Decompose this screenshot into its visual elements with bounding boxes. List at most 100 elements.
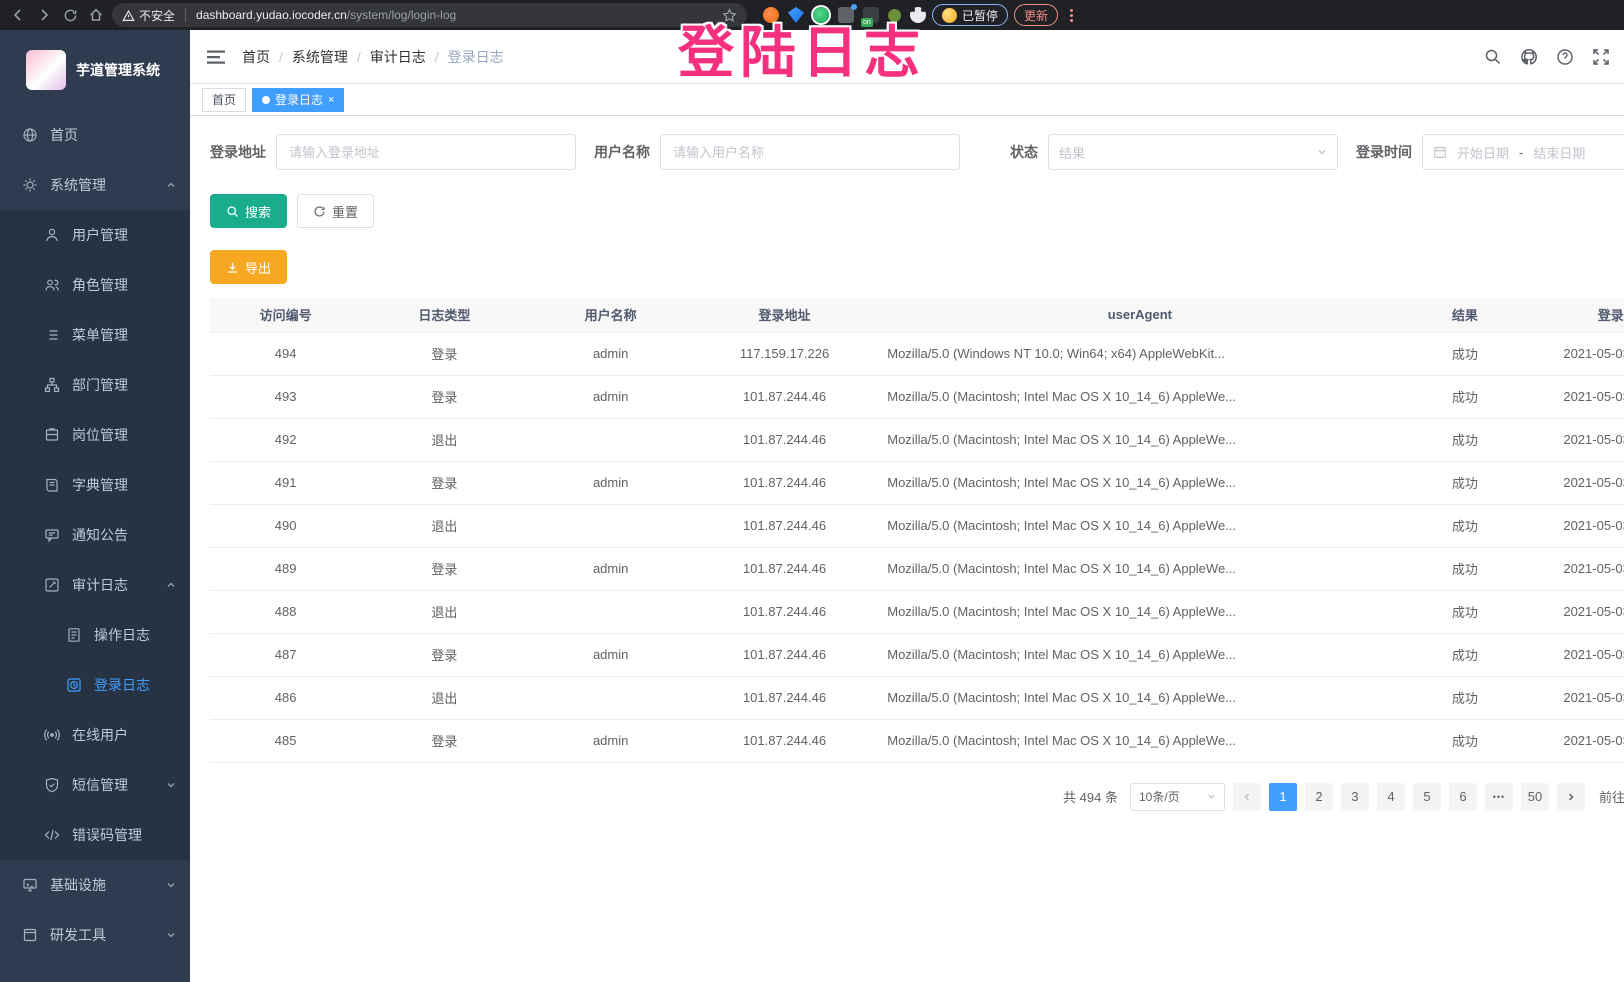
table-row[interactable]: 492 退出 101.87.244.46 Mozilla/5.0 (Macintosh… <box>210 418 1624 462</box>
online-user-icon <box>44 727 60 743</box>
page-button-4[interactable]: 4 <box>1376 782 1405 811</box>
status-select[interactable]: 结果 <box>1048 134 1338 170</box>
export-button[interactable]: 导出 <box>210 250 288 284</box>
fullscreen-icon[interactable] <box>1592 48 1610 66</box>
paused-label: 已暂停 <box>962 8 999 23</box>
sidebar-item-role-mgmt[interactable]: 角色管理 <box>0 260 190 310</box>
sidebar-item-login-log[interactable]: 登录日志 <box>0 660 190 710</box>
total-count: 共 494 条 <box>1063 790 1118 805</box>
table-row[interactable]: 491 登录 admin 101.87.244.46 Mozilla/5.0 (Maci… <box>210 461 1624 505</box>
username-label: 用户名称 <box>594 144 650 160</box>
table-row[interactable]: 486 退出 101.87.244.46 Mozilla/5.0 (Macintosh… <box>210 676 1624 720</box>
extension-list-on-icon[interactable]: on <box>861 7 879 27</box>
browser-home-icon[interactable] <box>86 5 106 25</box>
sidebar-item-dict-mgmt[interactable]: 字典管理 <box>0 460 190 510</box>
login-time-range-picker[interactable]: 开始日期 - 结束日期 <box>1422 134 1624 170</box>
browser-back-icon[interactable] <box>8 5 28 25</box>
sidebar-item-user-mgmt[interactable]: 用户管理 <box>0 210 190 260</box>
sidebar-item-home[interactable]: 首页 <box>0 110 190 160</box>
reset-button[interactable]: 重置 <box>297 194 375 228</box>
browser-menu-icon[interactable] <box>1066 8 1077 22</box>
table-row[interactable]: 485 登录 admin 101.87.244.46 Mozilla/5.0 (Maci… <box>210 719 1624 763</box>
browser-forward-icon[interactable] <box>34 5 54 25</box>
sidebar-item-online-users[interactable]: 在线用户 <box>0 710 190 760</box>
prev-page-button[interactable] <box>1232 782 1261 811</box>
table-row[interactable]: 493 登录 admin 101.87.244.46 Mozilla/5.0 (Maci… <box>210 375 1624 419</box>
tag-home[interactable]: 首页 <box>202 87 247 112</box>
top-navbar: 首页 / 系统管理 / 审计日志 / 登录日志 <box>190 30 1624 84</box>
chevron-left-icon <box>1244 792 1249 801</box>
profile-paused-pill[interactable]: 已暂停 <box>932 4 1009 26</box>
table-row[interactable]: 487 登录 admin 101.87.244.46 Mozilla/5.0 (Maci… <box>210 633 1624 677</box>
table-row[interactable]: 490 退出 101.87.244.46 Mozilla/5.0 (Macintosh… <box>210 504 1624 548</box>
tags-view-bar: 首页 登录日志 × <box>190 84 1624 116</box>
address-bar[interactable]: 不安全 dashboard.yudao.iocoder.cn/system/lo… <box>112 3 747 27</box>
extension-leaf-icon[interactable] <box>888 8 901 22</box>
username-input[interactable] <box>660 134 960 170</box>
breadcrumb-audit-log[interactable]: 审计日志 <box>369 48 426 65</box>
github-icon[interactable] <box>1520 48 1538 66</box>
app-logo-row[interactable]: 芋道管理系统 <box>0 30 190 110</box>
infrastructure-icon <box>22 877 38 893</box>
sidebar-item-sms-mgmt[interactable]: 短信管理 <box>0 760 190 810</box>
browser-reload-icon[interactable] <box>60 5 80 25</box>
table-row[interactable]: 489 登录 admin 101.87.244.46 Mozilla/5.0 (Maci… <box>210 547 1624 591</box>
user-icon <box>44 227 60 243</box>
sidebar-item-operation-log[interactable]: 操作日志 <box>0 610 190 660</box>
sidebar-item-menu-mgmt[interactable]: 菜单管理 <box>0 310 190 360</box>
gear-icon <box>22 177 38 193</box>
page-ellipsis[interactable]: ••• <box>1484 782 1513 811</box>
close-tag-icon[interactable]: × <box>328 93 335 106</box>
page-url[interactable]: dashboard.yudao.iocoder.cn/system/log/lo… <box>196 8 457 22</box>
security-label: 不安全 <box>139 8 176 23</box>
extension-green-circle-icon[interactable] <box>813 7 829 23</box>
login-address-input[interactable] <box>276 134 576 170</box>
pagination: 共 494 条 10条/页 1 2 3 4 5 6 ••• 50 前往 页 <box>210 782 1624 811</box>
page-button-3[interactable]: 3 <box>1340 782 1369 811</box>
extension-grid-icon[interactable] <box>838 4 857 23</box>
sidebar-item-system[interactable]: 系统管理 <box>0 160 190 210</box>
chrome-update-button[interactable]: 更新 <box>1014 4 1059 26</box>
sidebar-item-audit-log[interactable]: 审计日志 <box>0 560 190 610</box>
extension-blue-gem-icon[interactable] <box>788 7 804 23</box>
warning-triangle-icon <box>122 9 135 21</box>
page-button-6[interactable]: 6 <box>1448 782 1477 811</box>
help-icon[interactable] <box>1556 48 1574 66</box>
table-row[interactable]: 488 退出 101.87.244.46 Mozilla/5.0 (Macintosh… <box>210 590 1624 634</box>
select-caret-icon <box>1208 794 1215 799</box>
search-icon <box>227 205 238 217</box>
extensions-puzzle-icon[interactable] <box>910 7 926 23</box>
login-address-label: 登录地址 <box>210 144 266 160</box>
table-row[interactable]: 494 登录 admin 117.159.17.226 Mozilla/5.0 (Win… <box>210 332 1624 376</box>
sidebar-item-infrastructure[interactable]: 基础设施 <box>0 860 190 910</box>
security-warning[interactable]: 不安全 <box>122 7 175 24</box>
sidebar-item-post-mgmt[interactable]: 岗位管理 <box>0 410 190 460</box>
page-button-1[interactable]: 1 <box>1268 782 1297 811</box>
sidebar-item-dev-tools[interactable]: 研发工具 <box>0 910 190 960</box>
sidebar-item-error-code[interactable]: 错误码管理 <box>0 810 190 860</box>
page-size-select[interactable]: 10条/页 <box>1129 782 1225 811</box>
breadcrumb-home[interactable]: 首页 <box>242 48 270 65</box>
profile-emoji-icon <box>942 7 957 23</box>
breadcrumb-system[interactable]: 系统管理 <box>291 48 348 65</box>
next-page-button[interactable] <box>1556 782 1585 811</box>
tag-login-log[interactable]: 登录日志 × <box>252 87 345 112</box>
announcement-icon <box>44 527 60 543</box>
search-button[interactable]: 搜索 <box>210 194 288 228</box>
chevron-down-icon <box>166 880 176 890</box>
breadcrumb-login-log: 登录日志 <box>447 48 504 65</box>
col-login-date: 登录日期 <box>1525 298 1624 333</box>
extension-orange-icon[interactable] <box>763 7 779 23</box>
sidebar-item-notice[interactable]: 通知公告 <box>0 510 190 560</box>
sidebar: 芋道管理系统 首页 系统管理 用户管理 角色管理 菜单管 <box>0 30 190 982</box>
app-title: 芋道管理系统 <box>76 62 160 78</box>
page-button-2[interactable]: 2 <box>1304 782 1333 811</box>
bookmark-star-icon[interactable] <box>722 7 737 23</box>
page-button-5[interactable]: 5 <box>1412 782 1441 811</box>
page-button-50[interactable]: 50 <box>1520 782 1549 811</box>
post-badge-icon <box>44 427 60 443</box>
hamburger-icon[interactable] <box>206 47 226 67</box>
sidebar-item-dept-mgmt[interactable]: 部门管理 <box>0 360 190 410</box>
header-search-icon[interactable] <box>1484 48 1502 66</box>
page-content: 登录地址 用户名称 状态 结果 登录时间 开始日期 - 结束日期 <box>190 116 1624 982</box>
